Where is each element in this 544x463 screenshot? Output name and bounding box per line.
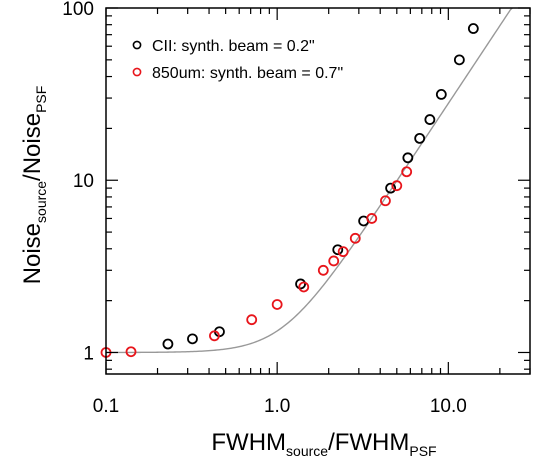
x-axis-title-main: FWHM (211, 429, 286, 456)
legend: CII: synth. beam = 0.2" 850um: synth. bea… (132, 38, 343, 82)
legend-label: 850um: synth. beam = 0.7" (152, 65, 343, 82)
model-curve (106, 7, 513, 354)
cii-data-point (332, 244, 344, 256)
x-tick-label: 10.0 (430, 396, 467, 417)
plot-frame (105, 7, 531, 375)
cii-data-point (385, 182, 397, 194)
submm-data-point (349, 232, 361, 244)
axis-ticks-layer (105, 7, 531, 374)
cii-data-point (187, 333, 198, 345)
cii-data-point (435, 89, 447, 100)
submm-data-point (391, 180, 403, 192)
submm-data-point (328, 255, 340, 267)
submm-data-point (271, 299, 283, 310)
tick-labels-layer: 0.1 1.0 10.0 1 10 100 (62, 0, 467, 417)
submm-data-point (246, 314, 258, 326)
x-axis-title: FWHMsource/FWHMPSF (211, 429, 436, 459)
y-tick-label: 10 (73, 171, 94, 192)
legend-marker (132, 40, 142, 50)
cii-data-point (295, 278, 306, 290)
model-curve-layer (106, 7, 513, 354)
submm-data-point (380, 195, 391, 207)
y-tick-label: 1 (83, 343, 94, 364)
x-tick-label: 1.0 (264, 396, 290, 417)
cii-data-point (162, 338, 174, 350)
legend-label: CII: synth. beam = 0.2" (152, 38, 315, 55)
x-axis-title-sub2: PSF (409, 443, 436, 459)
submm-data-point (337, 246, 349, 258)
y-axis-title: Noisesource/NoisePSF (19, 86, 49, 285)
submm-data-point (401, 166, 413, 178)
cii-data-point (424, 114, 436, 125)
cii-data-point (467, 23, 479, 34)
y-axis-title-sub: source (33, 181, 49, 223)
y-axis-title-sub2: PSF (33, 86, 49, 113)
submm-data-point (298, 281, 310, 293)
data-points-layer (100, 23, 479, 358)
x-tick-label: 0.1 (93, 396, 119, 417)
cii-data-point (402, 152, 414, 164)
submm-data-point (209, 330, 220, 342)
submm-data-point (366, 213, 378, 224)
submm-data-point (125, 346, 137, 358)
submm-data-point (317, 264, 329, 276)
cii-data-point (453, 54, 465, 66)
y-tick-label: 100 (62, 0, 94, 20)
cii-data-point (414, 132, 426, 144)
legend-marker (132, 67, 142, 77)
y-axis-title-mid: /Noise (19, 113, 46, 181)
x-axis-title-sub: source (286, 443, 328, 459)
y-axis-title-main: Noise (19, 223, 46, 284)
x-axis-title-mid: /FWHM (328, 429, 409, 456)
